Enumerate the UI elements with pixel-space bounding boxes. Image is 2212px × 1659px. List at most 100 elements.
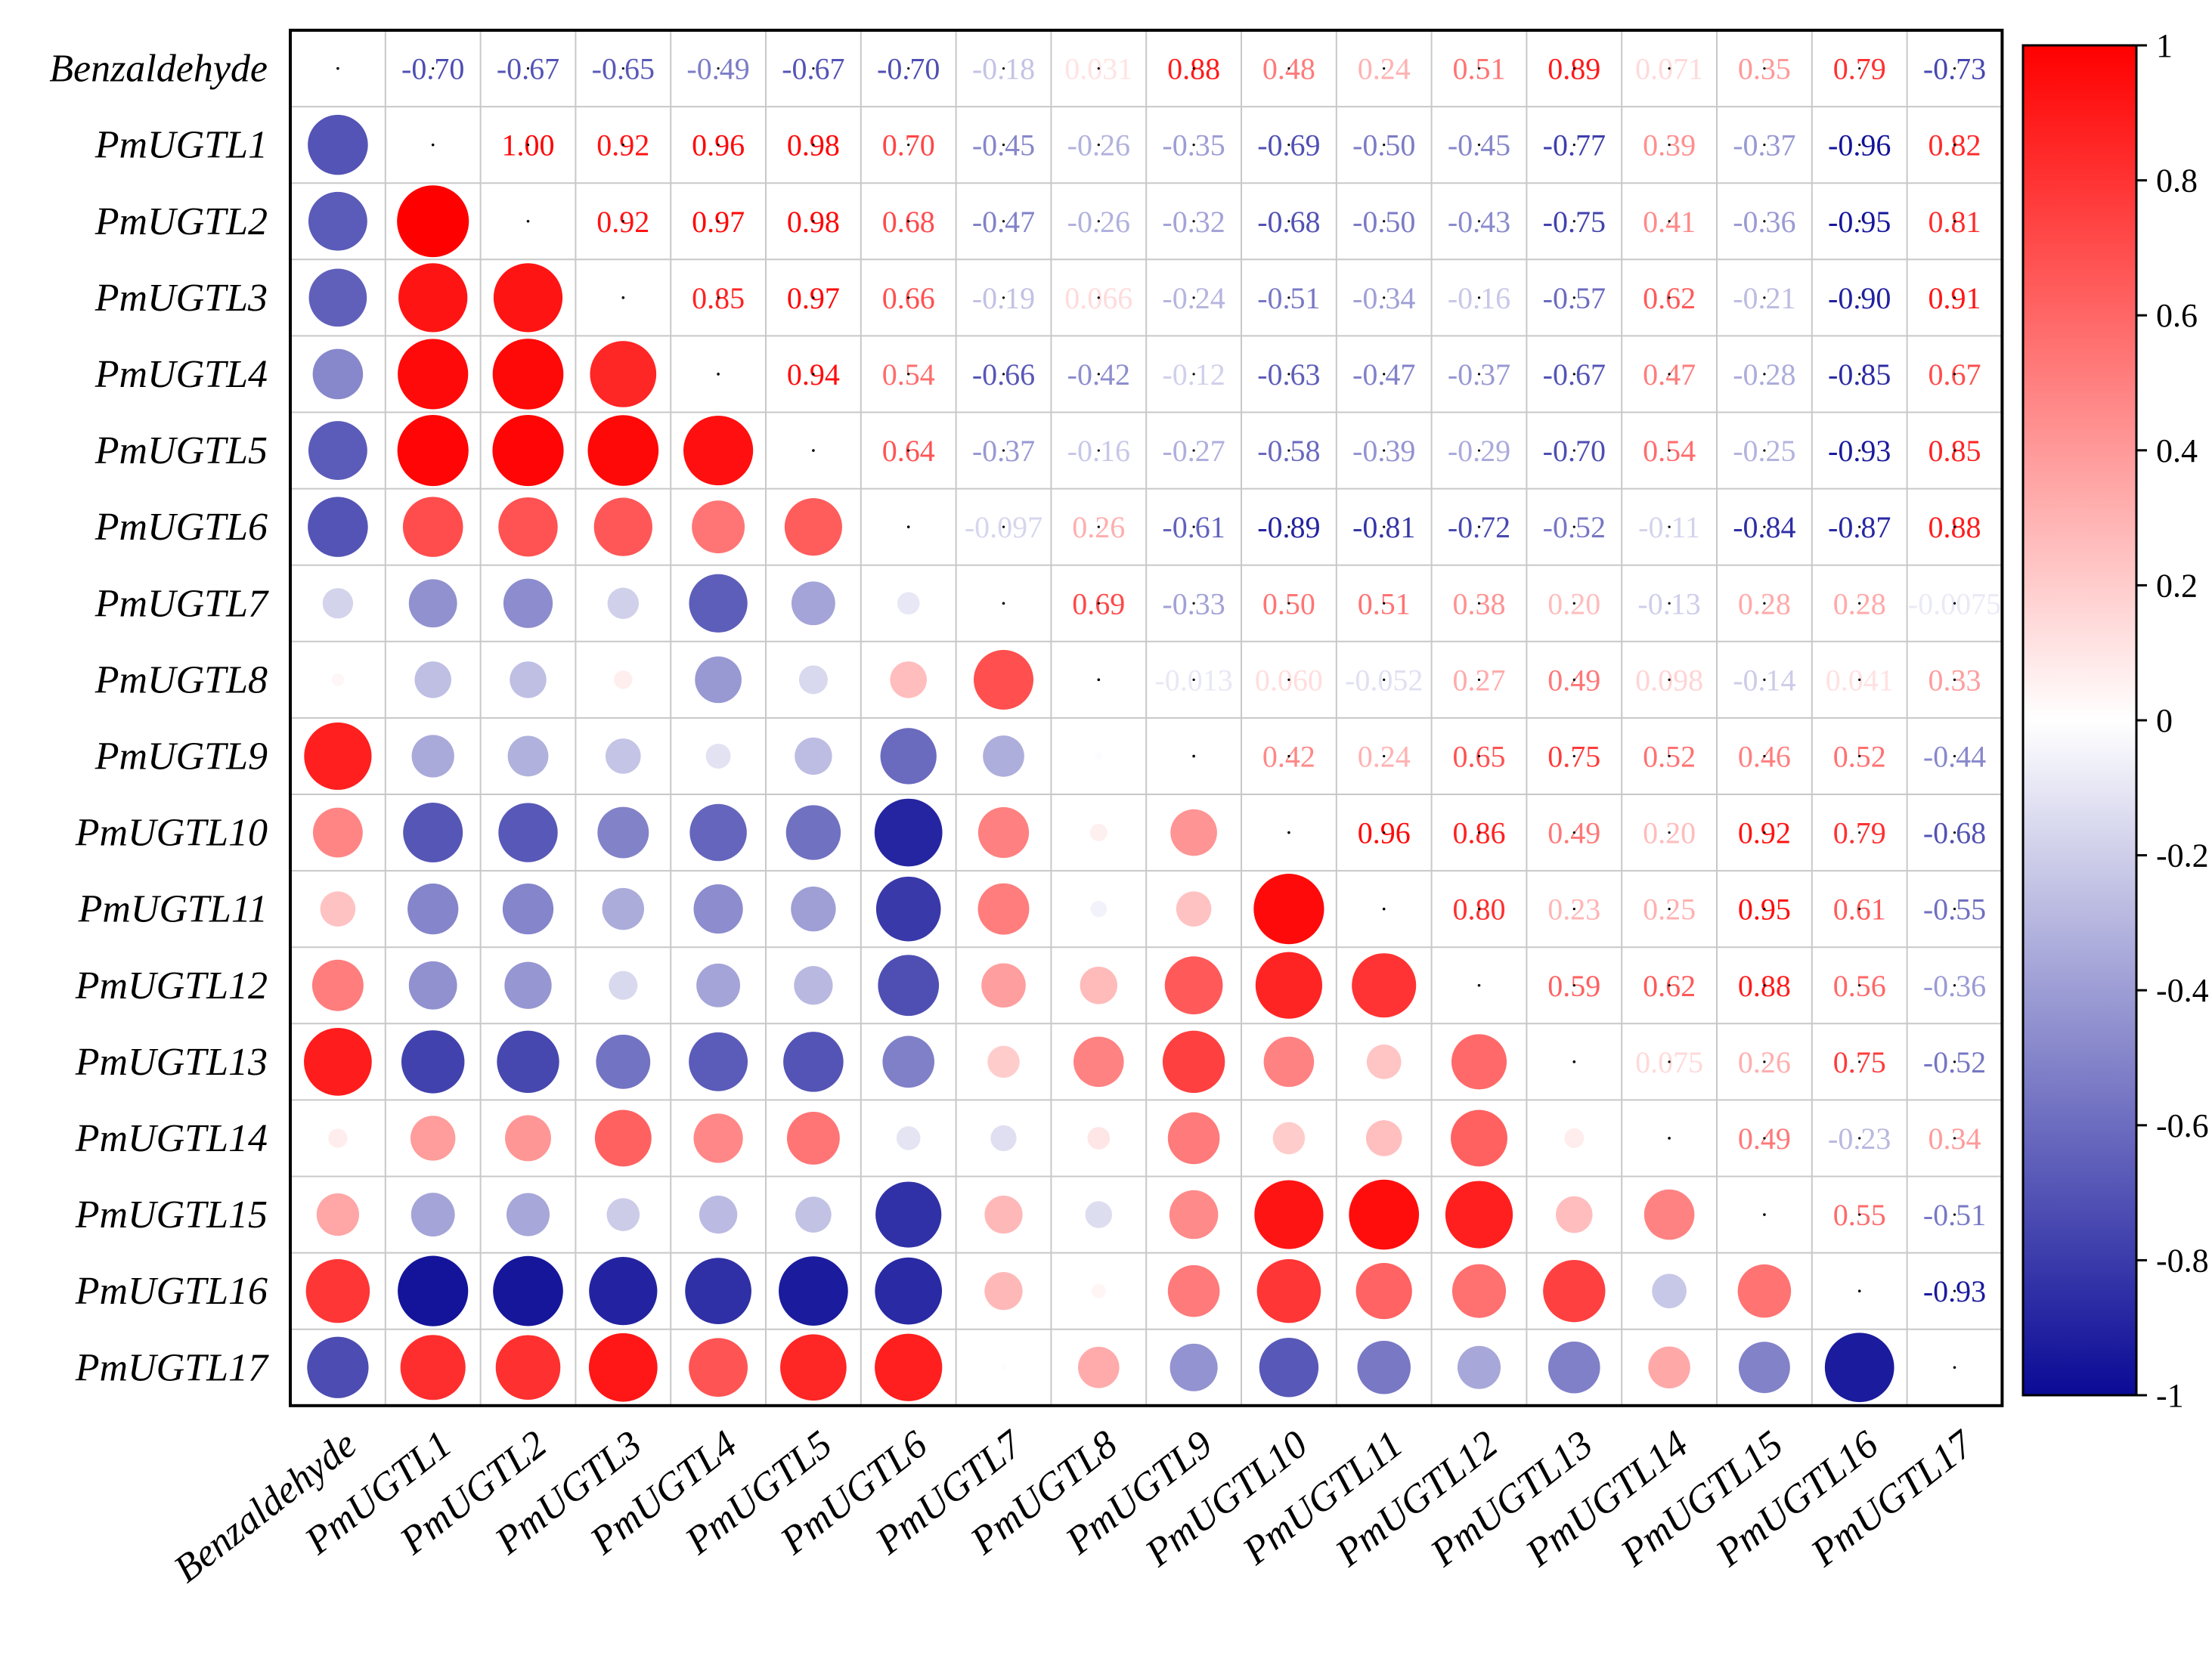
corr-circle-PmUGTL11-PmUGTL9: [1176, 891, 1212, 927]
corr-circle-PmUGTL13-PmUGTL7: [987, 1045, 1020, 1079]
corr-circle-PmUGTL15-PmUGTL14: [1644, 1189, 1695, 1240]
center-dot: [1668, 908, 1671, 911]
center-dot: [1477, 831, 1481, 834]
center-dot: [1572, 602, 1575, 605]
colorbar-tick-label: 1: [2156, 27, 2173, 64]
center-dot: [1858, 678, 1861, 681]
corr-circle-PmUGTL15-PmUGTL1: [410, 1193, 455, 1237]
center-dot: [907, 220, 910, 223]
colorbar-tick-label: -0.6: [2156, 1107, 2209, 1144]
center-dot: [1953, 678, 1956, 681]
center-dot: [1668, 296, 1671, 299]
center-dot: [1572, 984, 1575, 987]
corr-circle-PmUGTL9-PmUGTL5: [795, 737, 832, 775]
corr-circle-PmUGTL10-PmUGTL8: [1089, 823, 1108, 842]
center-dot: [621, 67, 624, 70]
corr-circle-PmUGTL12-PmUGTL7: [981, 963, 1026, 1008]
colorbar-tick-label: -0.4: [2156, 972, 2209, 1009]
colorbar-tick-label: -0.8: [2156, 1242, 2209, 1279]
corr-circle-PmUGTL15-Benzaldehyde: [316, 1193, 360, 1237]
center-dot: [1858, 296, 1861, 299]
center-dot: [717, 144, 720, 147]
corr-circle-PmUGTL11-PmUGTL5: [791, 886, 836, 932]
corr-circle-PmUGTL14-PmUGTL5: [786, 1112, 840, 1165]
corr-circle-PmUGTL16-PmUGTL7: [984, 1271, 1023, 1311]
center-dot: [1668, 678, 1671, 681]
corr-circle-PmUGTL4-PmUGTL3: [590, 341, 657, 407]
center-dot: [1192, 220, 1195, 223]
corr-circle-PmUGTL10-Benzaldehyde: [312, 807, 363, 858]
center-dot: [717, 296, 720, 299]
corr-circle-PmUGTL16-PmUGTL2: [493, 1255, 563, 1326]
corr-circle-PmUGTL14-PmUGTL1: [410, 1116, 456, 1161]
center-dot: [1572, 296, 1575, 299]
center-dot: [1287, 754, 1290, 758]
center-dot: [1953, 602, 1956, 605]
center-dot: [1953, 296, 1956, 299]
corr-circle-PmUGTL13-PmUGTL9: [1162, 1030, 1225, 1094]
center-dot: [1002, 449, 1005, 452]
center-dot: [1668, 220, 1671, 223]
corr-circle-PmUGTL8-Benzaldehyde: [331, 673, 345, 686]
corr-circle-PmUGTL11-PmUGTL3: [602, 887, 645, 930]
corr-circle-PmUGTL10-PmUGTL9: [1170, 809, 1217, 856]
corr-circle-PmUGTL5-Benzaldehyde: [308, 421, 367, 480]
center-dot: [1477, 449, 1481, 452]
corr-circle-PmUGTL11-PmUGTL1: [407, 884, 459, 935]
diagonal-dot-PmUGTL12: [1477, 983, 1481, 987]
corr-circle-PmUGTL14-PmUGTL11: [1365, 1120, 1402, 1156]
center-dot: [1002, 67, 1005, 70]
diagonal-dot-PmUGTL15: [1763, 1213, 1766, 1216]
corr-circle-PmUGTL16-PmUGTL9: [1167, 1264, 1220, 1317]
center-dot: [1572, 373, 1575, 376]
center-dot: [1477, 678, 1481, 681]
y-axis-label-PmUGTL14: PmUGTL14: [75, 1117, 268, 1160]
center-dot: [1383, 67, 1386, 70]
center-dot: [1953, 908, 1956, 911]
center-dot: [1763, 449, 1766, 452]
y-axis-label-PmUGTL9: PmUGTL9: [94, 735, 268, 778]
corr-circle-PmUGTL14-PmUGTL7: [990, 1125, 1017, 1152]
center-dot: [1763, 525, 1766, 528]
center-dot: [1192, 373, 1195, 376]
corr-circle-PmUGTL16-PmUGTL10: [1256, 1258, 1321, 1323]
corr-circle-PmUGTL10-PmUGTL1: [403, 803, 463, 863]
center-dot: [1477, 754, 1481, 758]
corr-circle-PmUGTL11-PmUGTL7: [977, 883, 1030, 935]
center-dot: [1953, 754, 1956, 758]
center-dot: [1953, 1137, 1956, 1140]
center-dot: [1858, 831, 1861, 834]
center-dot: [1763, 908, 1766, 911]
corr-circle-PmUGTL10-PmUGTL7: [977, 806, 1030, 859]
diagonal-dot-PmUGTL13: [1572, 1060, 1576, 1063]
y-axis-label-PmUGTL3: PmUGTL3: [94, 277, 268, 320]
center-dot: [1858, 144, 1861, 147]
center-dot: [1287, 602, 1290, 605]
corr-circle-PmUGTL6-PmUGTL3: [593, 497, 652, 556]
corr-circle-PmUGTL14-PmUGTL12: [1451, 1110, 1507, 1167]
center-dot: [1953, 831, 1956, 834]
center-dot: [1192, 449, 1195, 452]
center-dot: [812, 296, 815, 299]
center-dot: [1002, 144, 1005, 147]
corr-circle-PmUGTL15-PmUGTL8: [1085, 1201, 1113, 1228]
diagonal-dot-PmUGTL11: [1382, 907, 1386, 911]
center-dot: [1477, 602, 1481, 605]
corr-circle-PmUGTL4-Benzaldehyde: [312, 348, 364, 400]
corr-circle-PmUGTL12-PmUGTL9: [1164, 956, 1223, 1015]
corr-circle-PmUGTL5-PmUGTL2: [492, 414, 564, 487]
corr-circle-PmUGTL10-PmUGTL2: [498, 803, 558, 862]
corr-circle-PmUGTL8-PmUGTL2: [510, 661, 547, 698]
corr-circle-PmUGTL9-PmUGTL7: [983, 735, 1024, 777]
center-dot: [1097, 144, 1100, 147]
corr-circle-PmUGTL11-PmUGTL2: [502, 884, 554, 935]
center-dot: [907, 144, 910, 147]
diagonal-dot-PmUGTL6: [906, 525, 910, 528]
corr-circle-PmUGTL17-PmUGTL4: [689, 1338, 748, 1397]
corr-circle-PmUGTL16-Benzaldehyde: [305, 1258, 370, 1323]
center-dot: [1477, 67, 1481, 70]
center-dot: [1763, 831, 1766, 834]
corr-circle-PmUGTL6-PmUGTL5: [784, 498, 842, 556]
